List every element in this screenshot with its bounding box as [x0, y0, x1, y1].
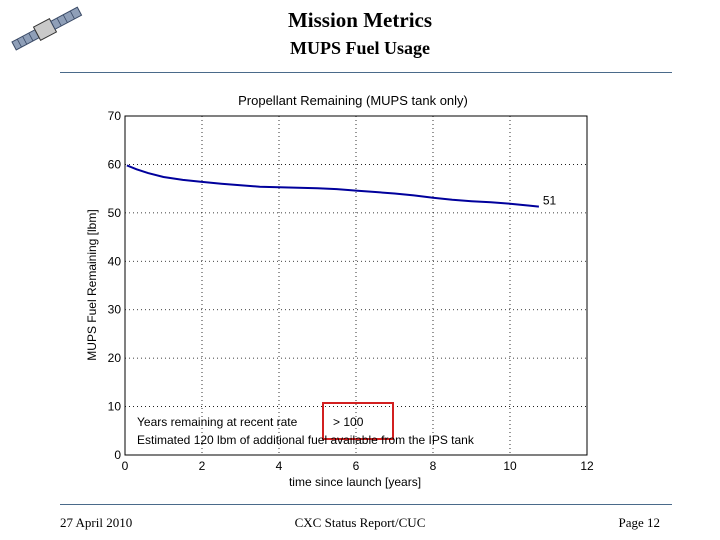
annotation-years-prefix: Years remaining at recent rate — [137, 415, 298, 429]
x-tick-label: 2 — [199, 459, 206, 473]
x-axis-label: time since launch [years] — [289, 475, 421, 489]
x-tick-label: 0 — [122, 459, 129, 473]
header-rule — [60, 72, 672, 73]
footer-rule — [60, 504, 672, 505]
x-tick-label: 4 — [276, 459, 283, 473]
grid-layer — [125, 116, 587, 455]
footer-page-number: Page 12 — [618, 515, 660, 530]
y-tick-label: 40 — [108, 254, 122, 268]
x-tick-label: 6 — [353, 459, 360, 473]
fuel-chart: 0 2 4 6 8 10 12 0 10 20 30 40 50 60 70 Propellant Rema… — [85, 93, 594, 489]
slide-subtitle: MUPS Fuel Usage — [290, 38, 430, 58]
y-tick-label: 30 — [108, 303, 122, 317]
end-value-label: 51 — [543, 194, 557, 208]
y-tick-label: 70 — [108, 109, 122, 123]
slide-title: Mission Metrics — [287, 8, 433, 32]
highlight-box — [322, 402, 394, 440]
series-line-mups-fuel — [126, 164, 540, 208]
y-tick-label: 10 — [108, 400, 122, 414]
y-tick-label: 0 — [114, 448, 121, 462]
annotation-years-value: > 100 — [333, 415, 364, 429]
y-tick-label: 60 — [108, 157, 122, 171]
y-axis-label: MUPS Fuel Remaining [lbm] — [85, 209, 99, 360]
annotation-ips-fuel: Estimated 120 lbm of additional fuel ava… — [137, 433, 475, 447]
footer-report-name: CXC Status Report/CUC — [294, 515, 426, 530]
tick-layer: 0 2 4 6 8 10 12 0 10 20 30 40 50 60 70 — [108, 109, 594, 473]
plot-frame — [124, 115, 588, 456]
satellite-icon — [11, 6, 83, 51]
chart-title: Propellant Remaining (MUPS tank only) — [238, 93, 468, 108]
x-tick-label: 8 — [430, 459, 437, 473]
footer-date: 27 April 2010 — [60, 515, 133, 530]
y-tick-label: 20 — [108, 351, 122, 365]
x-tick-label: 12 — [580, 459, 594, 473]
y-tick-label: 50 — [108, 206, 122, 220]
x-tick-label: 10 — [503, 459, 517, 473]
